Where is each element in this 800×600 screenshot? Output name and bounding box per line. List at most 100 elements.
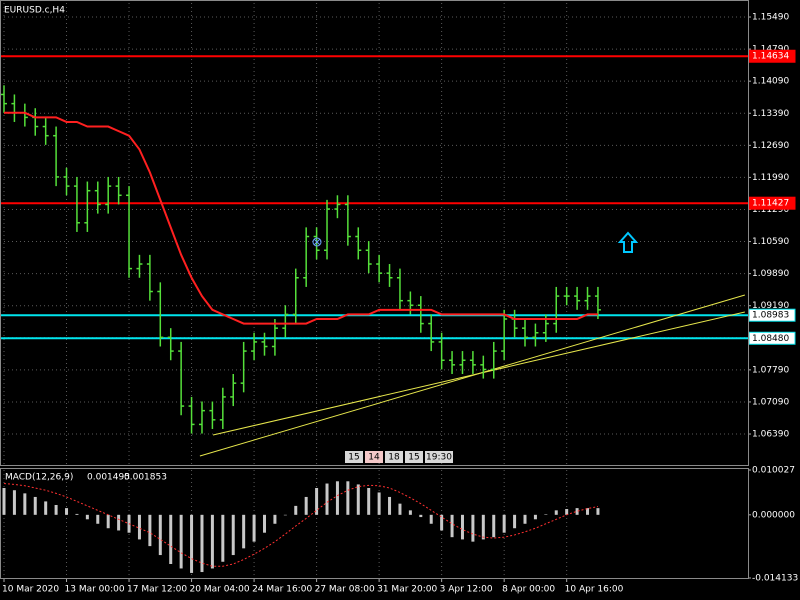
x-tick-label: 20 Mar 04:00	[190, 585, 250, 595]
ohlc-bar	[42, 117, 49, 145]
macd-bar	[252, 514, 256, 542]
ohlc-bar	[53, 126, 60, 187]
ohlc-bar	[344, 195, 351, 246]
x-tick-label: 13 Mar 00:00	[65, 585, 125, 595]
ohlc-bar	[115, 176, 122, 205]
y-tick-label: 1.12690	[752, 141, 789, 151]
macd-bar	[33, 496, 37, 515]
ohlc-bar	[459, 351, 466, 374]
ohlc-bar	[167, 328, 174, 361]
macd-bar	[554, 510, 558, 515]
ohlc-bar	[73, 176, 80, 232]
macd-bar	[169, 514, 173, 564]
macd-bar	[148, 514, 152, 547]
ohlc-bar	[480, 355, 487, 379]
object-icon	[312, 237, 322, 247]
macd-bar	[388, 496, 392, 515]
ohlc-bar	[188, 396, 195, 434]
macd-bar	[106, 514, 110, 529]
price-level-label: 1.14634	[752, 52, 789, 62]
time-mark: 18	[388, 453, 400, 463]
y-tick-label: 0.000000	[752, 510, 795, 520]
macd-bar	[315, 488, 319, 515]
time-mark-box	[345, 451, 363, 463]
price-level-label: 1.08480	[752, 334, 789, 344]
macd-bar	[471, 514, 475, 542]
ohlc-bar	[94, 181, 101, 214]
macd-bar	[367, 488, 371, 515]
ohlc-bar	[438, 332, 445, 370]
x-tick-label: 3 Apr 12:00	[440, 585, 493, 595]
ohlc-bar	[261, 332, 268, 356]
macd-bar	[575, 508, 579, 515]
macd-bar	[96, 514, 100, 524]
ohlc-bar	[501, 309, 508, 361]
ohlc-bar	[146, 254, 153, 301]
ohlc-bar	[105, 176, 112, 214]
macd-bar	[565, 509, 569, 515]
macd-bar	[440, 514, 444, 531]
y-tick-label: 1.14090	[752, 77, 789, 87]
macd-bar	[200, 514, 204, 573]
plot-layer: 1.15490 1.14790 1.14090 1.13390 1.12690 1.119…	[0, 3, 798, 595]
ohlc-bar	[469, 351, 476, 374]
macd-bar	[429, 514, 433, 524]
ohlc-bar	[219, 387, 226, 429]
x-tick-label: 10 Apr 16:00	[565, 585, 624, 595]
y-tick-label: 1.14790	[752, 45, 789, 55]
x-tick-label: 31 Mar 20:00	[377, 585, 437, 595]
x-tick-label: 24 Mar 16:00	[252, 585, 312, 595]
macd-bar	[273, 514, 277, 524]
ohlc-bar	[84, 181, 91, 232]
time-mark-box	[385, 451, 403, 463]
macd-bar	[335, 481, 339, 515]
macd-bar	[85, 514, 89, 520]
trend-line	[212, 311, 745, 436]
ohlc-bar	[428, 314, 435, 352]
macd-bar	[502, 514, 506, 533]
y-tick-label: 0.010027	[752, 466, 795, 476]
macd-bar	[398, 503, 402, 515]
macd-bar	[158, 514, 162, 556]
macd-bar	[210, 514, 214, 569]
macd-bar	[44, 501, 48, 515]
moving-average	[4, 111, 598, 325]
macd-bar	[242, 514, 246, 549]
y-tick-label: 1.13390	[752, 109, 789, 119]
macd-bar	[231, 514, 235, 556]
ohlc-bar	[386, 264, 393, 287]
ohlc-bar	[365, 241, 372, 274]
ohlc-bar	[178, 341, 185, 416]
ohlc-bar	[209, 401, 216, 429]
macd-bar	[75, 513, 79, 515]
macd-bar	[533, 514, 537, 520]
macd-bar	[137, 514, 141, 540]
macd-bar	[377, 492, 381, 515]
ohlc-bar	[522, 319, 528, 347]
macd-bar	[283, 514, 287, 516]
time-mark: 15	[348, 453, 359, 463]
ohlc-bar	[271, 319, 278, 356]
macd-bar	[346, 481, 350, 515]
arrow-up-icon	[617, 231, 639, 253]
macd-bar	[492, 514, 496, 538]
y-tick-label: 1.06390	[752, 430, 789, 440]
ohlc-bar	[240, 341, 247, 393]
ohlc-bar	[230, 373, 237, 407]
time-mark: 14	[368, 453, 380, 463]
macd-bar	[596, 508, 600, 515]
ohlc-bar	[574, 286, 581, 310]
ohlc-bar	[396, 268, 403, 310]
chart-title: EURUSD.c,H4	[4, 6, 65, 16]
macd-bar	[419, 514, 423, 518]
macd-bar	[190, 514, 194, 573]
macd-bar	[544, 514, 548, 515]
x-tick-label: 27 Mar 08:00	[315, 585, 375, 595]
macd-bar	[54, 504, 58, 515]
macd-bar	[481, 514, 485, 540]
y-tick-label: 1.07090	[752, 397, 789, 407]
y-tick-label: 1.11290	[752, 205, 789, 215]
ohlc-bar	[563, 286, 570, 306]
